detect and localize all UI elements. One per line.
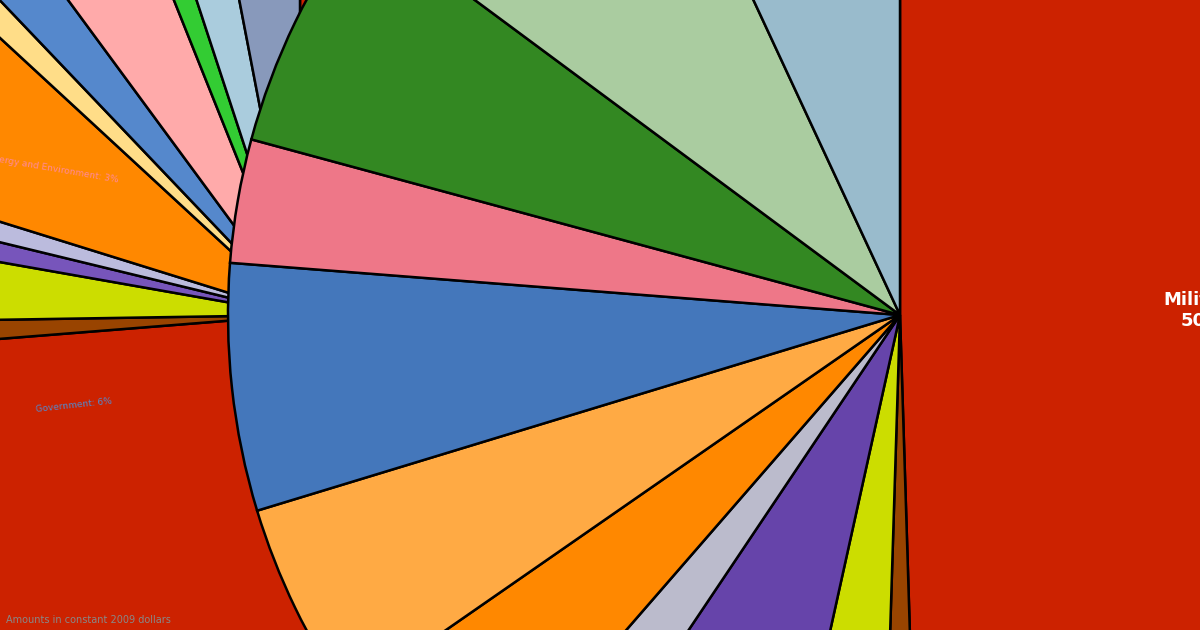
Wedge shape [0, 315, 300, 357]
Text: Government: 6%: Government: 6% [35, 397, 113, 414]
Text: Military
73%: Military 73% [445, 461, 504, 491]
Wedge shape [0, 158, 300, 315]
Wedge shape [0, 0, 300, 315]
Wedge shape [103, 0, 300, 315]
Wedge shape [0, 0, 828, 630]
Wedge shape [0, 0, 300, 315]
Wedge shape [136, 0, 300, 315]
Wedge shape [0, 223, 300, 323]
Wedge shape [617, 0, 900, 315]
Wedge shape [228, 263, 900, 511]
Wedge shape [0, 0, 300, 315]
Wedge shape [0, 0, 300, 315]
Wedge shape [360, 0, 900, 315]
Wedge shape [230, 139, 900, 315]
Wedge shape [348, 315, 900, 630]
Wedge shape [257, 315, 900, 630]
Text: Amounts in constant 2009 dollars: Amounts in constant 2009 dollars [6, 615, 170, 625]
Wedge shape [251, 0, 900, 315]
Wedge shape [526, 315, 900, 630]
Wedge shape [900, 0, 1200, 630]
Wedge shape [460, 315, 900, 630]
Wedge shape [200, 0, 300, 315]
Text: Military
50%: Military 50% [1164, 291, 1200, 329]
Wedge shape [755, 315, 900, 630]
Wedge shape [880, 315, 920, 630]
Wedge shape [0, 190, 300, 315]
Text: Energy and Environment: 3%: Energy and Environment: 3% [0, 153, 119, 185]
